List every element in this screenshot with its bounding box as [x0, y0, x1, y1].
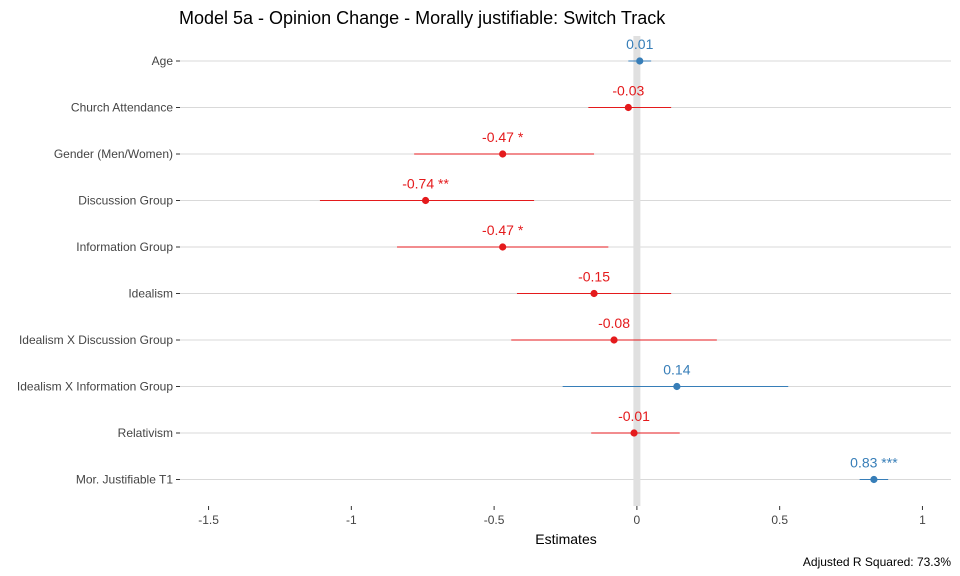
caption: Adjusted R Squared: 73.3% — [803, 555, 951, 569]
plot-grid — [180, 60, 951, 480]
estimate-point — [421, 196, 430, 205]
y-tick-label: Information Group — [76, 240, 173, 254]
estimate-point — [673, 382, 681, 391]
plot-marks: 0.01 -0.03 -0.47 * -0.74 ** -0.47 * -0.15 -0.0… — [319, 36, 898, 484]
y-tick-label: Age — [152, 54, 174, 68]
y-tick-label: Relativism — [118, 426, 173, 440]
estimate-point — [610, 336, 618, 344]
estimate-point — [499, 150, 507, 158]
x-tick-label: 0.5 — [771, 513, 788, 527]
data-label: -0.01 — [618, 408, 650, 424]
estimate-point — [630, 429, 638, 437]
x-axis-ticks: -1.5 -1 -0.5 0 0.5 1 — [198, 506, 926, 527]
data-label: -0.15 — [578, 269, 610, 285]
y-tick-label: Idealism X Information Group — [17, 380, 173, 394]
data-label: -0.47 * — [482, 222, 524, 238]
x-tick-label: -0.5 — [484, 513, 505, 527]
x-tick-label: -1 — [346, 513, 357, 527]
chart-title: Model 5a - Opinion Change - Morally just… — [179, 8, 666, 28]
estimate-point — [624, 103, 632, 112]
data-label: 0.83 *** — [850, 455, 898, 471]
y-tick-label: Idealism — [128, 287, 173, 301]
data-label: -0.74 ** — [402, 176, 449, 192]
data-label: 0.01 — [626, 36, 653, 52]
data-label: -0.03 — [612, 83, 644, 99]
x-axis-label: Estimates — [535, 531, 596, 547]
x-tick-label: -1.5 — [198, 513, 219, 527]
estimate-point — [590, 289, 598, 298]
data-label: -0.08 — [598, 315, 630, 331]
y-tick-label: Idealism X Discussion Group — [19, 333, 173, 347]
estimate-point — [636, 57, 644, 65]
estimate-point — [499, 243, 507, 251]
y-tick-label: Mor. Justifiable T1 — [76, 473, 173, 487]
y-tick-label: Church Attendance — [71, 101, 173, 115]
x-tick-label: 0 — [634, 513, 641, 527]
data-label: -0.47 * — [482, 129, 524, 145]
estimate-point — [870, 475, 878, 484]
y-tick-label: Discussion Group — [78, 194, 173, 208]
y-axis-labels: Age Church Attendance Gender (Men/Women) Di… — [17, 54, 180, 487]
x-tick-label: 1 — [919, 513, 926, 527]
y-tick-label: Gender (Men/Women) — [54, 147, 173, 161]
data-label: 0.14 — [663, 362, 690, 378]
